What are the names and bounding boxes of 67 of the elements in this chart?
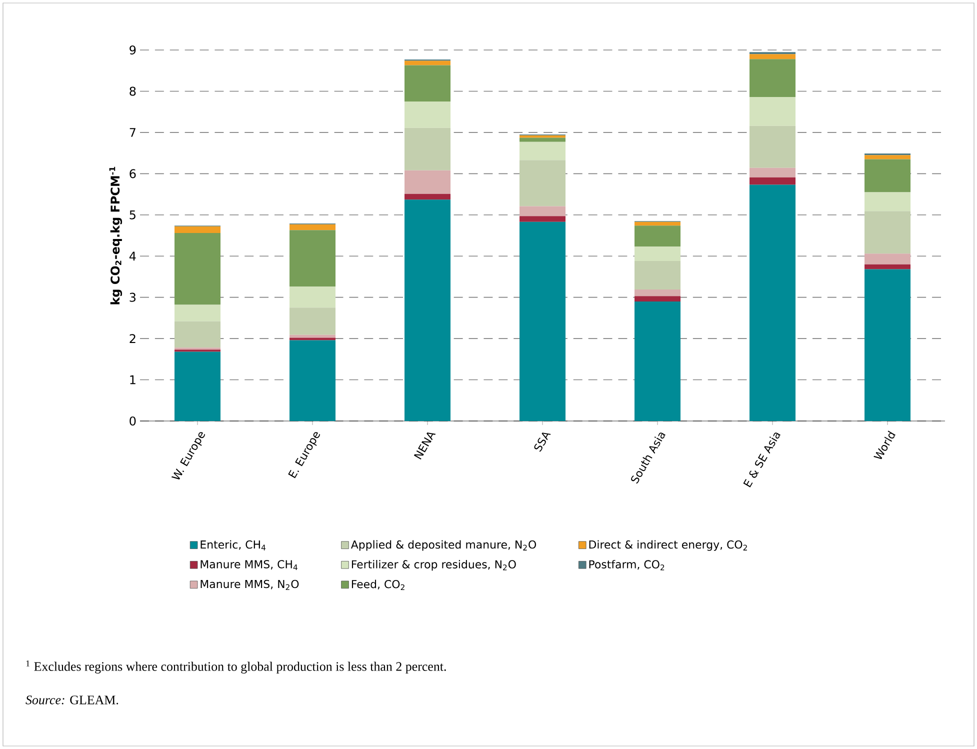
bar [520,216,566,222]
bar [864,264,911,270]
bar [750,184,796,421]
bar [634,290,681,296]
legend-label: Enteric, CH$_{4}$ [200,540,266,550]
bar [174,233,221,305]
legend-label: Manure MMS, CH$_{4}$ [200,560,298,570]
bar [174,226,221,234]
bar [634,226,681,247]
y-tick-label: 0 [130,416,136,426]
bar [634,246,681,262]
bar [750,177,796,185]
legend-label: Postfarm, CO$_{2}$ [589,560,664,570]
bar [864,211,911,254]
bar [520,160,566,206]
y-tick-label: 1 [130,375,136,384]
bar [290,340,336,421]
bar [634,261,681,290]
bar [750,59,796,97]
bar [520,142,566,160]
legend-label: Applied & deposited manure, N$_{2}$O [350,540,536,551]
bar [404,170,451,194]
y-tick-label: 8 [130,86,136,96]
bar [750,96,796,126]
legend-label: Manure MMS, N$_{2}$O [200,580,299,590]
bar [750,126,796,168]
bar [864,159,911,192]
bar [404,200,451,421]
bar [174,321,221,348]
legend-label: Direct & indirect energy, CO$_{2}$ [589,540,747,551]
bar [750,54,796,60]
y-axis-title: kg CO$_{2}$-eq.kg FPCM$^{-1}$ [109,166,122,304]
bar [520,222,566,421]
text: $^{1}$ Excludes regions where contribution to global production is less than 2 percent. [26,660,446,674]
y-tick-label: 4 [129,252,136,260]
bar [864,269,911,421]
y-tick-label: 9 [130,45,136,55]
bar [174,352,221,421]
text: Source: GLEAM. [26,696,118,704]
bar [290,224,336,230]
bar [290,286,336,308]
legend-label: Fertilizer & crop residues, N$_{2}$O [352,560,516,571]
bar [290,230,336,287]
bar [864,254,911,264]
bar [634,301,681,421]
bar [520,206,566,216]
bar [404,194,451,200]
bar [634,296,681,302]
bar [520,138,566,142]
bar [404,102,451,128]
bar [404,65,451,102]
y-tick-label: 3 [130,292,136,302]
bar [174,304,221,322]
bar [750,168,796,178]
y-tick-label: 6 [130,169,136,178]
legend-label: Feed, CO$_{2}$ [352,580,404,590]
bar [634,222,681,226]
y-tick-label: 7 [130,128,136,137]
bar [520,135,566,138]
y-tick-label: 2 [130,334,136,343]
bar [404,128,451,170]
bar [404,60,451,66]
bar [290,338,336,340]
bar [864,192,911,212]
bar [290,308,336,335]
y-tick-label: 5 [130,210,136,220]
bar [864,155,911,160]
